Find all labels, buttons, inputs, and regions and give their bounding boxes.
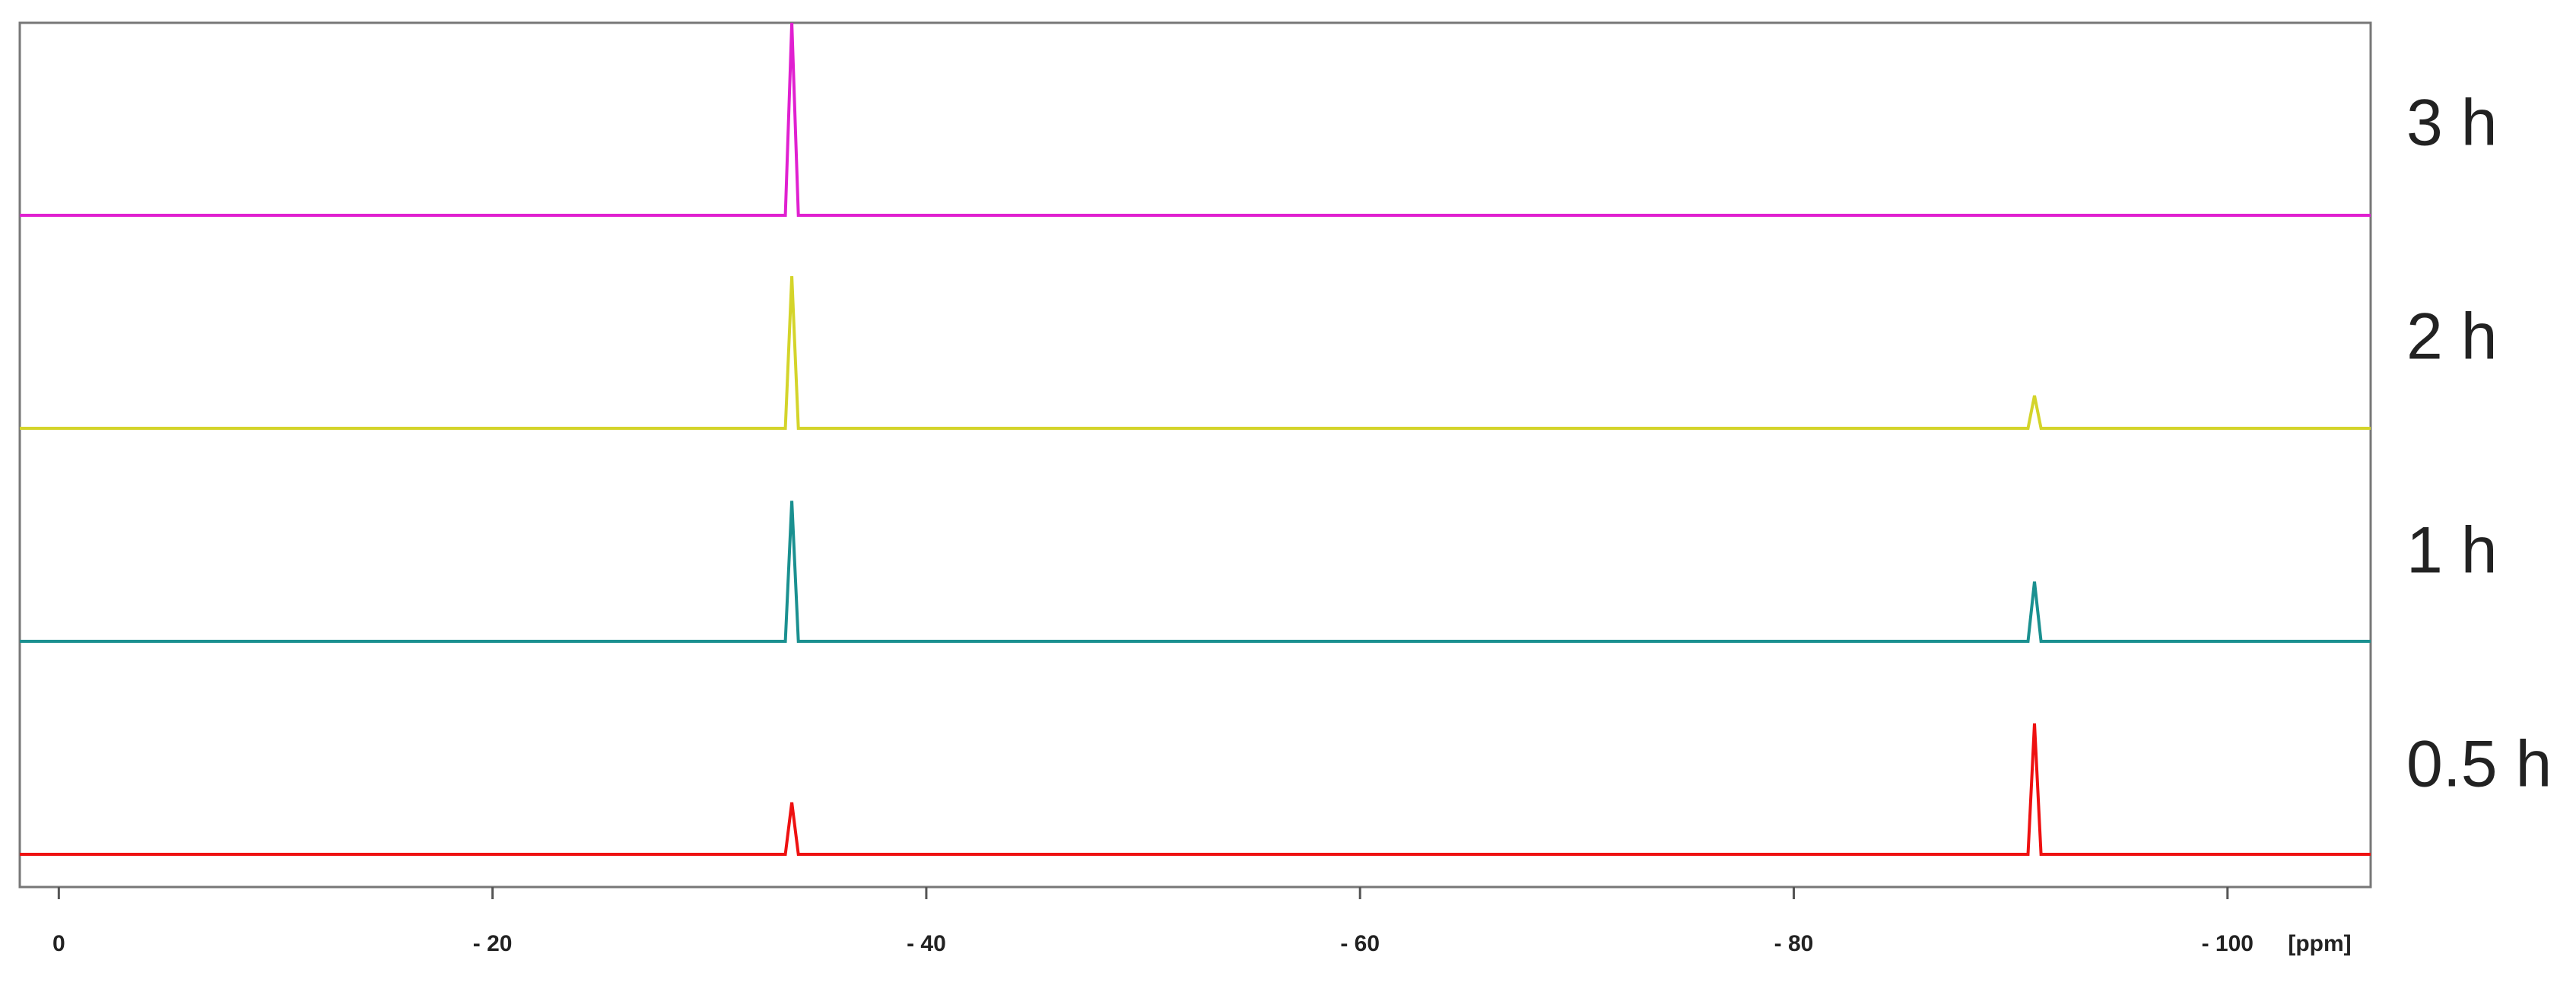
spectrum	[20, 723, 2371, 856]
x-tick-label: 0	[52, 931, 65, 956]
spectrum	[20, 501, 2371, 643]
spectrum	[20, 22, 2371, 217]
x-tick-label: - 20	[473, 931, 513, 956]
spectrum	[20, 276, 2371, 430]
x-tick-label: - 80	[1774, 931, 1814, 956]
series-label: 2 h	[2406, 300, 2498, 374]
x-tick-label: - 60	[1340, 931, 1380, 956]
x-axis-label: [ppm]	[2288, 931, 2351, 956]
plot-frame	[18, 21, 2372, 889]
series-label: 3 h	[2406, 87, 2498, 160]
x-tick-label: - 100	[2202, 931, 2254, 956]
series-label: 1 h	[2406, 514, 2498, 587]
x-tick-label: - 40	[907, 931, 946, 956]
series-label: 0.5 h	[2406, 728, 2552, 801]
